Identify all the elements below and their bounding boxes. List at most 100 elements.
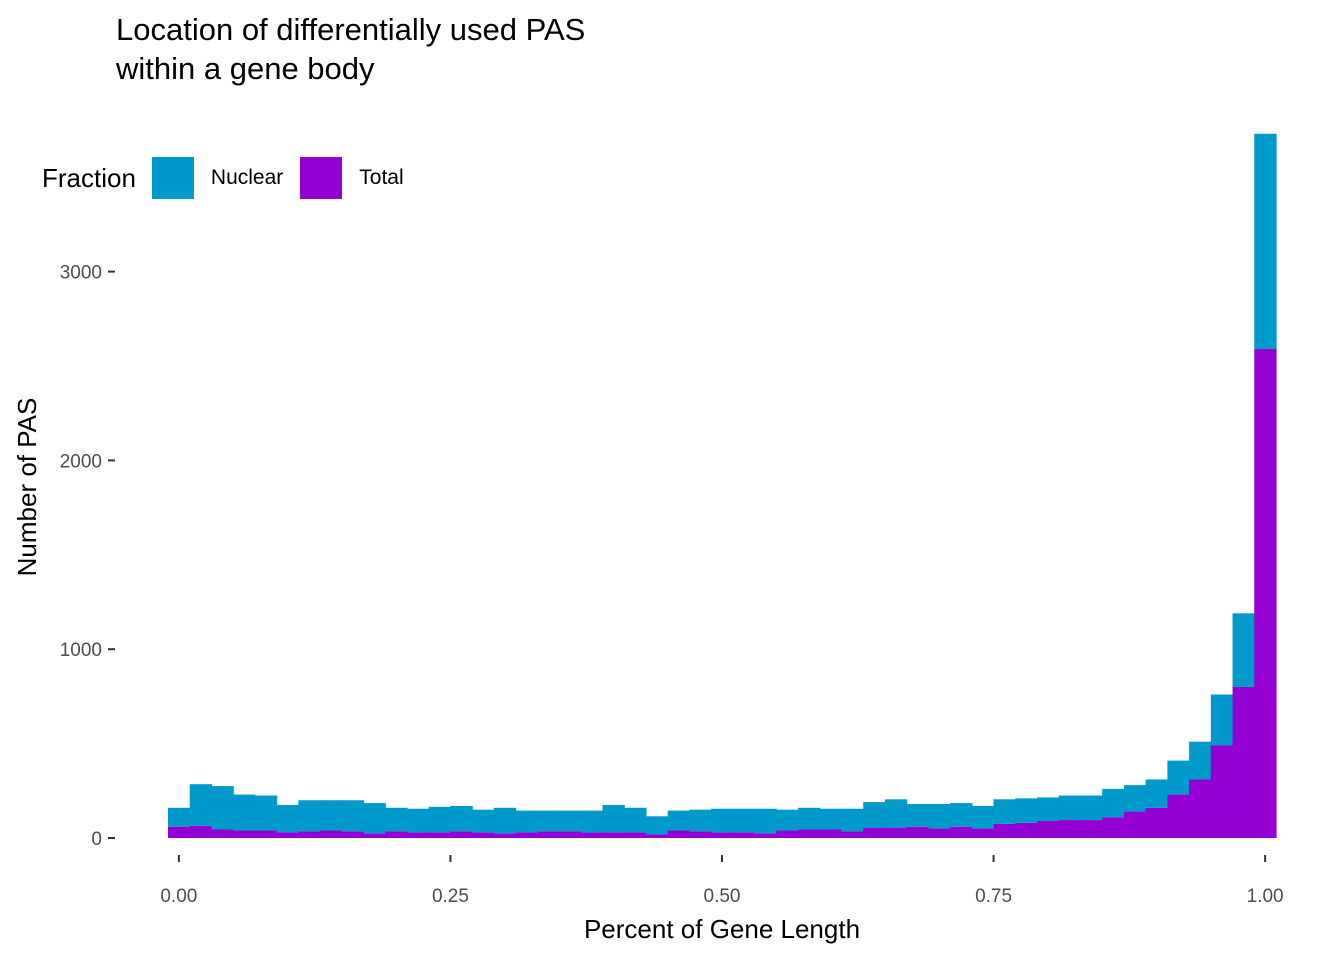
bar-total-36 [950, 826, 973, 838]
bar-total-1 [189, 825, 213, 838]
bar-total-24 [689, 831, 712, 838]
bar-total-27 [754, 833, 777, 838]
bar-nuclear-6 [298, 800, 321, 832]
bar-total-3 [233, 830, 256, 838]
bar-total-38 [993, 823, 1016, 838]
bar-total-9 [363, 833, 386, 838]
bar-total-18 [559, 831, 582, 838]
bar-total-30 [819, 829, 843, 838]
bar-nuclear-36 [950, 803, 973, 827]
bar-nuclear-5 [276, 804, 299, 833]
bar-nuclear-19 [580, 810, 604, 833]
bar-nuclear-16 [515, 810, 538, 833]
bar-total-26 [732, 832, 756, 838]
bar-total-25 [711, 832, 734, 838]
x-tick-label: 0.25 [432, 886, 469, 907]
bar-total-22 [645, 834, 669, 838]
bar-nuclear-38 [993, 799, 1016, 824]
legend-title: Fraction [42, 162, 136, 193]
bar-total-41 [1058, 820, 1082, 838]
bar-total-0 [168, 826, 191, 838]
bar-nuclear-9 [363, 803, 386, 834]
bar-total-8 [341, 831, 365, 838]
bar-total-19 [580, 832, 604, 838]
bar-nuclear-26 [732, 808, 756, 833]
bar-total-5 [276, 832, 299, 838]
bar-nuclear-20 [602, 804, 625, 833]
bar-nuclear-47 [1189, 741, 1212, 780]
bar-nuclear-0 [168, 807, 191, 827]
bar-nuclear-24 [689, 809, 712, 832]
bar-total-13 [450, 831, 473, 838]
bar-nuclear-42 [1080, 795, 1103, 821]
bar-total-49 [1232, 686, 1255, 838]
bar-nuclear-40 [1037, 797, 1060, 822]
bar-nuclear-13 [450, 805, 473, 832]
bar-total-34 [906, 826, 929, 838]
bar-nuclear-43 [1102, 788, 1125, 818]
bar-nuclear-8 [341, 800, 365, 832]
x-tick-label: 0.50 [704, 886, 741, 907]
bar-nuclear-29 [798, 807, 821, 830]
bar-nuclear-22 [645, 816, 669, 835]
bar-nuclear-45 [1145, 779, 1168, 808]
bar-total-21 [624, 832, 647, 838]
x-tick-label: 0.75 [975, 886, 1012, 907]
bar-total-17 [537, 831, 560, 838]
bar-total-16 [515, 832, 538, 838]
legend: Fraction Nuclear Total [42, 156, 421, 200]
y-tick-label: 1000 [60, 640, 102, 661]
bar-nuclear-48 [1210, 694, 1234, 746]
bar-total-42 [1080, 820, 1103, 838]
bar-nuclear-25 [711, 808, 734, 833]
bar-total-23 [667, 830, 691, 838]
bar-nuclear-46 [1167, 760, 1190, 795]
bar-total-6 [298, 831, 321, 838]
x-tick-label: 1.00 [1247, 886, 1284, 907]
bar-total-43 [1102, 817, 1125, 838]
bar-nuclear-21 [624, 807, 647, 833]
bar-nuclear-41 [1058, 795, 1082, 821]
bar-total-44 [1123, 811, 1147, 838]
bar-total-40 [1037, 821, 1060, 838]
bars-layer [168, 133, 1277, 838]
bar-nuclear-30 [819, 808, 843, 830]
bar-nuclear-31 [841, 808, 864, 832]
bar-total-48 [1210, 745, 1234, 838]
chart-title: Location of differentially used PAS with… [116, 12, 586, 86]
bar-total-7 [320, 830, 343, 838]
bar-total-33 [884, 827, 908, 838]
bar-total-28 [776, 830, 799, 838]
bar-total-29 [798, 829, 821, 838]
bar-nuclear-12 [428, 806, 452, 833]
x-tick-label: 0.00 [160, 886, 197, 907]
bar-nuclear-37 [971, 805, 995, 829]
legend-label-total: Total [359, 166, 404, 189]
bar-total-4 [254, 830, 278, 838]
bar-nuclear-2 [211, 786, 234, 830]
bar-nuclear-10 [385, 807, 408, 832]
legend-key-nuclear [151, 157, 194, 199]
bar-total-45 [1145, 807, 1168, 838]
bar-total-46 [1167, 794, 1190, 838]
bar-nuclear-32 [863, 802, 886, 828]
bar-nuclear-34 [906, 804, 929, 827]
bar-nuclear-50 [1254, 133, 1277, 350]
bar-nuclear-28 [776, 809, 799, 831]
bar-total-20 [602, 832, 625, 838]
bar-nuclear-39 [1015, 798, 1038, 823]
bar-total-15 [493, 833, 517, 838]
bar-nuclear-44 [1123, 785, 1147, 812]
bar-total-2 [211, 829, 234, 838]
bar-total-14 [472, 832, 495, 838]
bar-nuclear-1 [189, 784, 213, 826]
bar-total-12 [428, 832, 452, 838]
bar-total-31 [841, 831, 864, 838]
bar-nuclear-35 [928, 804, 951, 829]
bar-nuclear-4 [254, 795, 278, 831]
bar-nuclear-11 [406, 808, 430, 833]
x-axis-label: Percent of Gene Length [584, 914, 860, 944]
bar-total-35 [928, 828, 951, 838]
bar-nuclear-23 [667, 810, 691, 831]
